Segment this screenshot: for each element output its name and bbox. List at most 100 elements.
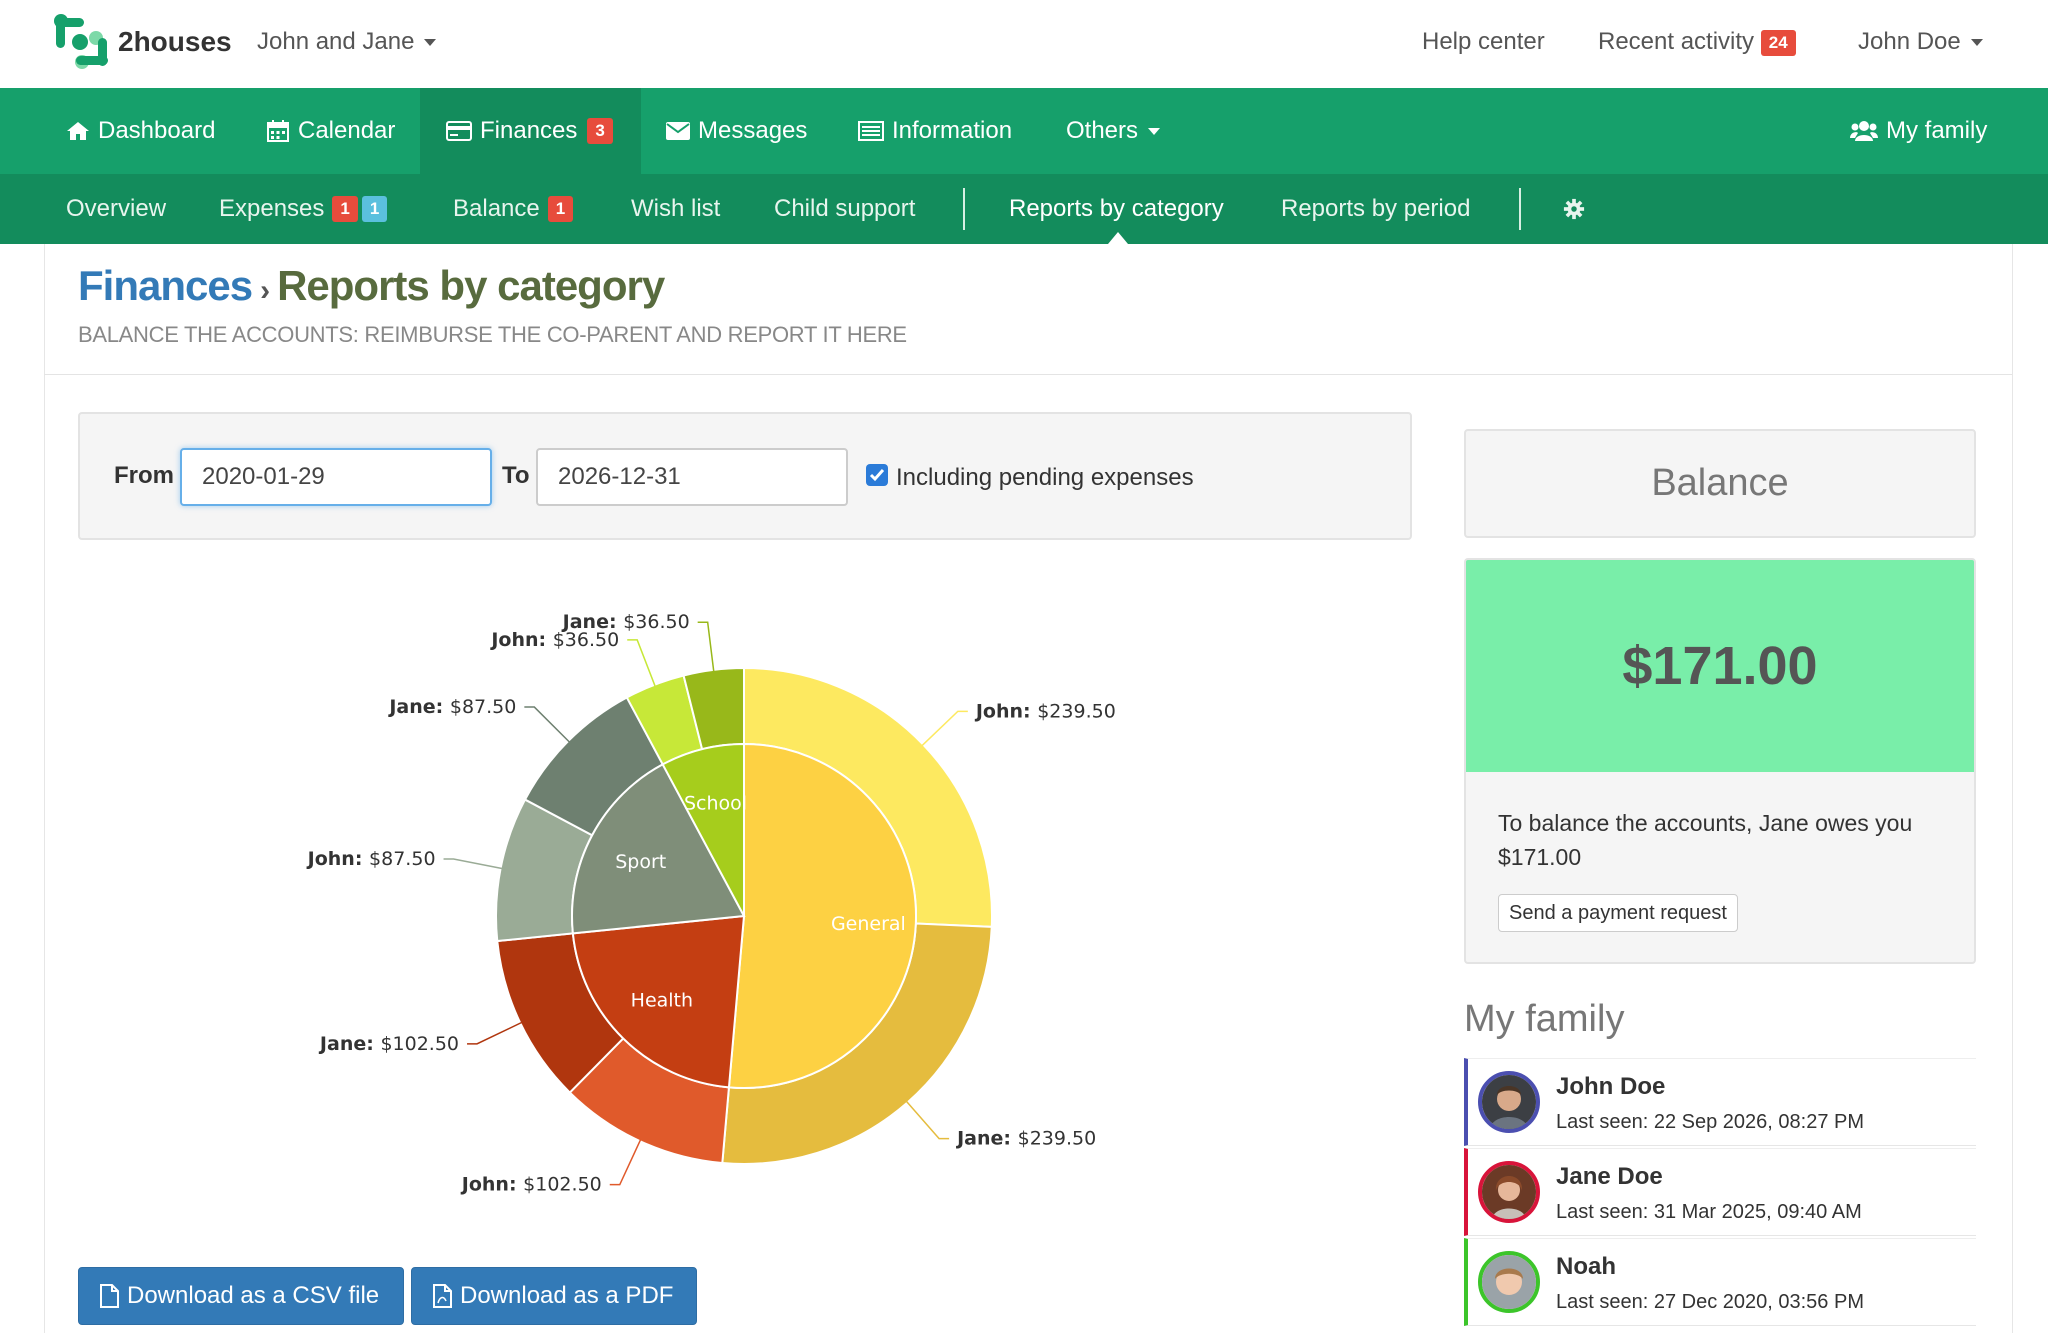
pending-expenses-checkbox[interactable] bbox=[866, 464, 888, 486]
pie-inner-label: School bbox=[684, 793, 747, 815]
balance-heading: Balance bbox=[1464, 429, 1976, 538]
family-member-item[interactable]: Jane Doe Last seen: 31 Mar 2025, 09:40 A… bbox=[1464, 1148, 1976, 1236]
main-nav: Dashboard Calendar Finances 3 Messages I… bbox=[0, 88, 2048, 174]
nav-dashboard-label: Dashboard bbox=[98, 117, 216, 144]
pie-label-connector bbox=[921, 710, 968, 747]
subnav-expenses-label: Expenses bbox=[219, 195, 325, 222]
nav-others[interactable]: Others bbox=[1066, 88, 1161, 174]
recent-activity-badge: 24 bbox=[1760, 29, 1796, 56]
subnav-expenses-badge-red: 1 bbox=[332, 196, 358, 222]
download-csv-button[interactable]: Download as a CSV file bbox=[78, 1267, 404, 1325]
2houses-logo-icon[interactable] bbox=[52, 12, 112, 74]
subnav-divider bbox=[1519, 188, 1521, 230]
help-center-link[interactable]: Help center bbox=[1422, 28, 1545, 55]
recent-activity-link[interactable]: Recent activity 24 bbox=[1598, 28, 1796, 56]
settings-gear-button[interactable] bbox=[1563, 174, 1585, 244]
avatar bbox=[1478, 1251, 1540, 1313]
nav-calendar[interactable]: Calendar bbox=[266, 88, 395, 174]
subnav-overview[interactable]: Overview bbox=[66, 195, 167, 222]
family-member-last-seen: Last seen: 27 Dec 2020, 03:56 PM bbox=[1556, 1291, 1864, 1313]
nav-finances[interactable]: Finances 3 bbox=[420, 88, 641, 174]
nav-dashboard[interactable]: Dashboard bbox=[66, 88, 215, 174]
subnav-wish-list[interactable]: Wish list bbox=[631, 195, 721, 222]
to-label: To bbox=[502, 462, 530, 489]
subnav-expenses[interactable]: Expenses 1 1 bbox=[219, 174, 388, 244]
family-member-name: John Doe bbox=[1556, 1073, 1666, 1100]
nav-others-label: Others bbox=[1066, 117, 1139, 144]
pie-outer-label: John: $102.50 bbox=[460, 1174, 602, 1196]
family-member-item[interactable]: John Doe Last seen: 22 Sep 2026, 08:27 P… bbox=[1464, 1058, 1976, 1146]
from-label: From bbox=[114, 462, 174, 489]
pie-inner-label: Sport bbox=[615, 851, 666, 873]
subnav-child-support[interactable]: Child support bbox=[774, 195, 916, 222]
download-pdf-button[interactable]: Download as a PDF bbox=[411, 1267, 697, 1325]
pie-label-connector bbox=[609, 1138, 642, 1186]
breadcrumb-finances[interactable]: Finances bbox=[78, 262, 253, 309]
pie-inner-label: General bbox=[831, 913, 906, 935]
family-selector-label: John and Jane bbox=[257, 28, 415, 55]
from-date-input[interactable] bbox=[180, 448, 492, 506]
my-family-heading: My family bbox=[1464, 998, 1625, 1040]
users-icon bbox=[1850, 120, 1878, 142]
header-divider bbox=[44, 374, 2012, 375]
subnav-balance-badge: 1 bbox=[547, 196, 574, 222]
pie-label-connector bbox=[697, 621, 715, 672]
credit-card-icon bbox=[446, 121, 472, 141]
send-payment-request-button[interactable]: Send a payment request bbox=[1498, 894, 1738, 932]
pie-outer-label: John: $239.50 bbox=[974, 700, 1116, 722]
balance-panel: $171.00 To balance the accounts, Jane ow… bbox=[1464, 558, 1976, 964]
nav-my-family[interactable]: My family bbox=[1850, 88, 1987, 174]
calendar-icon bbox=[266, 119, 290, 143]
family-member-item[interactable]: Noah Last seen: 27 Dec 2020, 03:56 PM bbox=[1464, 1238, 1976, 1326]
pie-outer-label: John: $36.50 bbox=[489, 629, 619, 651]
balance-amount: $171.00 bbox=[1466, 560, 1974, 772]
pie-slice-inner[interactable] bbox=[727, 742, 917, 1089]
nav-calendar-label: Calendar bbox=[298, 117, 396, 144]
nav-messages[interactable]: Messages bbox=[666, 88, 807, 174]
to-date-input[interactable] bbox=[536, 448, 848, 506]
pending-expenses-label[interactable]: Including pending expenses bbox=[896, 464, 1194, 491]
user-menu[interactable]: John Doe bbox=[1858, 28, 1983, 56]
family-member-last-seen: Last seen: 31 Mar 2025, 09:40 AM bbox=[1556, 1201, 1862, 1223]
caret-down-icon bbox=[424, 39, 437, 47]
category-pie-chart: John: $239.50 Jane: $239.50 John: $102.50 J… bbox=[306, 611, 1116, 1196]
subnav-balance[interactable]: Balance 1 bbox=[453, 174, 574, 244]
checkmark-icon bbox=[869, 469, 885, 482]
nav-my-family-label: My family bbox=[1886, 117, 1988, 144]
avatar bbox=[1478, 1161, 1540, 1223]
page-border-left bbox=[44, 244, 45, 1333]
pie-outer-label: John: $87.50 bbox=[306, 848, 436, 870]
list-icon bbox=[858, 121, 884, 141]
subnav-divider bbox=[963, 188, 965, 230]
nav-finances-label: Finances bbox=[480, 117, 578, 144]
pie-outer-label: Jane: $239.50 bbox=[955, 1128, 1096, 1150]
file-icon bbox=[99, 1284, 119, 1308]
subnav-reports-by-period[interactable]: Reports by period bbox=[1281, 195, 1471, 222]
subnav-reports-by-category[interactable]: Reports by category bbox=[1009, 195, 1224, 222]
pie-outer-label: Jane: $36.50 bbox=[561, 611, 690, 633]
family-member-last-seen: Last seen: 22 Sep 2026, 08:27 PM bbox=[1556, 1111, 1864, 1133]
download-pdf-label: Download as a PDF bbox=[460, 1282, 674, 1309]
page-title: Finances › Reports by category bbox=[78, 262, 665, 310]
pie-label-connector bbox=[443, 858, 503, 870]
balance-description: To balance the accounts, Jane owes you $… bbox=[1498, 810, 1913, 870]
nav-information[interactable]: Information bbox=[858, 88, 1012, 174]
family-member-name: Jane Doe bbox=[1556, 1163, 1663, 1190]
family-member-name: Noah bbox=[1556, 1253, 1616, 1280]
gear-icon bbox=[1563, 198, 1585, 220]
recent-activity-label: Recent activity bbox=[1598, 28, 1755, 55]
nav-finances-badge: 3 bbox=[587, 118, 613, 144]
active-tab-indicator bbox=[1108, 232, 1128, 244]
user-menu-label: John Doe bbox=[1858, 28, 1961, 55]
subnav-expenses-badge-blue: 1 bbox=[361, 196, 388, 222]
family-selector[interactable]: John and Jane bbox=[257, 28, 437, 56]
pie-slice-inner[interactable] bbox=[661, 742, 745, 917]
pie-slice-inner[interactable] bbox=[571, 763, 746, 935]
page-border-right bbox=[2012, 244, 2013, 1333]
sub-nav: Overview Expenses 1 1 Balance 1 Wish lis… bbox=[0, 174, 2048, 244]
page-subtitle: BALANCE THE ACCOUNTS: REIMBURSE THE CO-P… bbox=[78, 322, 907, 347]
pie-label-connector bbox=[524, 706, 571, 743]
pie-label-connector bbox=[467, 1021, 523, 1045]
pie-label-connector bbox=[627, 639, 656, 687]
pie-slice-inner[interactable] bbox=[571, 914, 746, 1089]
